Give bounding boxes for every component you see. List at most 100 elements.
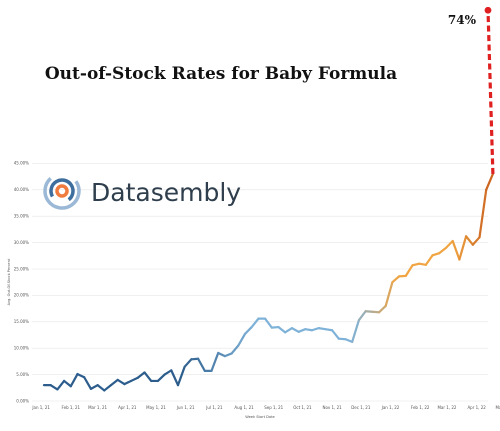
- series-segment: [451, 239, 461, 261]
- series-segment: [391, 275, 401, 284]
- series-segment: [444, 239, 454, 249]
- series-segment: [237, 332, 247, 347]
- series-segment: [76, 372, 86, 379]
- series-segment: [69, 372, 79, 388]
- series-segment: [357, 310, 367, 322]
- logo-outer-ring: [43, 172, 81, 210]
- x-tick-label: May 1, 22: [495, 405, 500, 410]
- y-tick-label: 40.00%: [14, 187, 29, 192]
- series-segment: [485, 172, 494, 191]
- series-segment: [176, 365, 186, 387]
- x-tick-label: Mar 1, 22: [437, 405, 456, 410]
- series-segment: [284, 327, 293, 334]
- series-segment: [197, 357, 206, 373]
- y-tick-label: 20.00%: [14, 293, 29, 298]
- series-segment: [49, 384, 59, 391]
- series-segment: [304, 328, 314, 332]
- y-tick-label: 15.00%: [14, 319, 29, 324]
- projection-endpoint: [484, 6, 492, 14]
- logo-text: Datasembly: [91, 178, 241, 207]
- series-segment: [465, 235, 474, 246]
- series-segment: [418, 262, 427, 266]
- x-tick-label: Aug 1, 21: [234, 405, 254, 410]
- projection-segment: [486, 10, 495, 175]
- series-segment: [143, 371, 153, 383]
- series-segment: [404, 264, 414, 277]
- series-segment: [109, 378, 119, 387]
- series-segment: [411, 262, 421, 267]
- series-segment: [250, 317, 260, 329]
- series-segment: [103, 384, 113, 392]
- x-tick-label: Sep 1, 21: [264, 405, 283, 410]
- x-tick-label: Feb 1, 22: [411, 405, 430, 410]
- series-segment: [371, 310, 381, 314]
- series-segment: [136, 371, 146, 379]
- series-segment: [96, 384, 106, 392]
- x-tick-label: Mar 1, 21: [88, 405, 107, 410]
- series-segment: [190, 357, 200, 361]
- series-segment: [130, 376, 139, 383]
- y-tick-label: 25.00%: [14, 266, 29, 271]
- series-segment: [170, 369, 180, 387]
- projection-line: [484, 6, 495, 175]
- series-segment: [424, 254, 434, 266]
- x-axis-label: Week Start Date: [245, 415, 275, 419]
- series-segment: [324, 328, 334, 332]
- x-tick-label: Jun 1, 21: [176, 405, 195, 410]
- series-segment: [398, 274, 407, 278]
- series-segment: [310, 327, 320, 332]
- series-segment: [243, 325, 253, 336]
- y-axis-label: Avg. Out-Of-Stock Percent: [7, 258, 11, 305]
- x-tick-label: Dec 1, 21: [351, 405, 371, 410]
- series-segment: [230, 344, 240, 355]
- y-tick-label: 0.00%: [16, 398, 29, 403]
- x-axis-ticks: Jan 1, 21 Feb 1, 21 Mar 1, 21 Apr 1, 21 May …: [31, 405, 500, 410]
- series-segment: [156, 373, 166, 383]
- y-axis-ticks: 0.00% 5.00% 10.00% 15.00% 20.00% 25.00% 30.00%…: [14, 161, 29, 404]
- gridlines: [32, 163, 488, 402]
- series-segment: [431, 252, 441, 257]
- x-tick-label: Jan 1, 21: [31, 405, 50, 410]
- x-tick-label: Feb 1, 21: [62, 405, 81, 410]
- series-segment: [297, 328, 307, 333]
- x-tick-label: Nov 1, 21: [322, 405, 342, 410]
- series-segment: [264, 317, 273, 329]
- datasembly-logo: Datasembly: [43, 172, 241, 210]
- series-segment: [458, 235, 468, 261]
- series-segment: [277, 325, 287, 334]
- series-segment: [123, 379, 133, 386]
- series-segment: [83, 376, 93, 390]
- series-segment: [471, 236, 481, 246]
- series-segment: [89, 384, 99, 390]
- logo-middle-ring: [49, 178, 75, 204]
- series-segment: [56, 379, 66, 391]
- series-segment: [62, 379, 72, 388]
- x-tick-label: Jul 1, 21: [205, 405, 223, 410]
- series-line: [42, 172, 494, 392]
- series-segment: [116, 378, 126, 386]
- series-segment: [270, 325, 280, 329]
- series-segment: [331, 329, 340, 340]
- series-segment: [337, 337, 347, 341]
- y-tick-label: 30.00%: [14, 240, 29, 245]
- series-segment: [377, 304, 387, 314]
- y-tick-label: 5.00%: [16, 372, 29, 377]
- peak-annotation: 74%: [448, 13, 477, 27]
- y-tick-label: 45.00%: [14, 161, 29, 166]
- series-segment: [438, 246, 448, 255]
- chart-title: Out-of-Stock Rates for Baby Formula: [45, 64, 397, 84]
- y-tick-label: 35.00%: [14, 214, 29, 219]
- series-segment: [223, 352, 233, 358]
- y-tick-label: 10.00%: [14, 346, 29, 351]
- x-tick-label: Oct 1, 21: [293, 405, 312, 410]
- series-segment: [183, 358, 193, 368]
- logo-inner-ring: [55, 184, 69, 198]
- series-segment: [163, 369, 173, 376]
- series-segment: [317, 327, 327, 331]
- series-segment: [364, 310, 374, 313]
- series-segment: [217, 351, 226, 358]
- series-segment: [344, 338, 354, 343]
- series-segment: [384, 281, 394, 308]
- series-segment: [290, 327, 300, 333]
